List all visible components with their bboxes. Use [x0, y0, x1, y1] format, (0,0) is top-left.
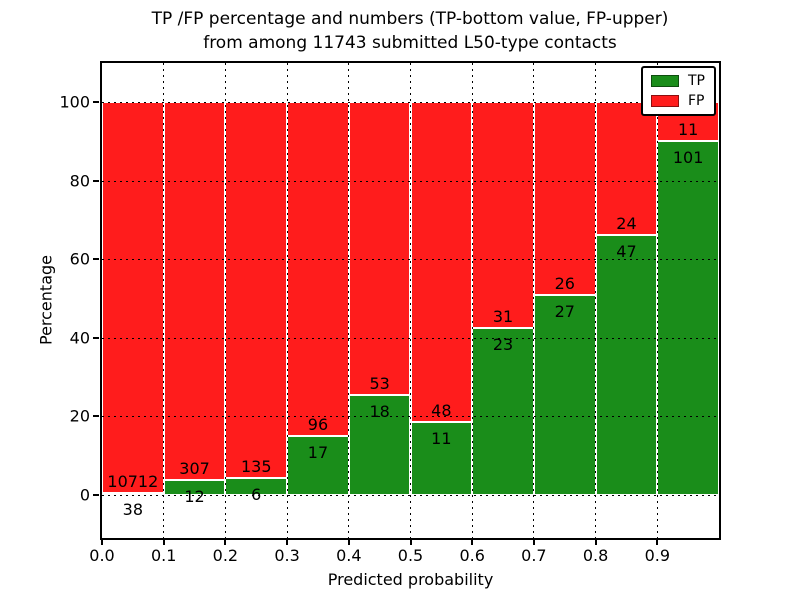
- tp-count-label: 27: [554, 301, 575, 321]
- x-tick-label: 0.1: [150, 546, 177, 565]
- x-tick-mark: [347, 540, 350, 545]
- vertical-gridline: [656, 63, 658, 538]
- fp-color-swatch: [651, 95, 679, 107]
- tp-count-label: 38: [122, 500, 144, 520]
- horizontal-gridline: [102, 337, 719, 339]
- bar-fp-segment: [595, 102, 658, 235]
- x-tick-mark: [286, 540, 289, 545]
- vertical-gridline: [286, 63, 288, 538]
- tp-count-label: 12: [184, 487, 205, 507]
- x-tick-mark: [162, 540, 165, 545]
- y-tick-label: 20: [69, 406, 90, 426]
- tp-color-swatch: [651, 75, 679, 87]
- x-tick-label: 0.5: [397, 546, 424, 565]
- x-tick-mark: [532, 540, 535, 545]
- bar-tp-segment: [410, 421, 473, 495]
- legend: TP FP: [641, 66, 716, 116]
- tp-count-label: 11: [431, 428, 452, 448]
- bar-fp-segment: [225, 102, 288, 479]
- vertical-gridline: [348, 63, 350, 538]
- bar-fp-segment: [533, 102, 596, 295]
- fp-count-label: 11: [677, 119, 699, 139]
- y-tick-label: 80: [69, 171, 90, 191]
- x-tick-label: 0.4: [336, 546, 362, 565]
- horizontal-gridline: [102, 180, 719, 182]
- horizontal-gridline: [102, 102, 719, 104]
- bar-fp-segment: [102, 102, 164, 494]
- y-tick-mark: [93, 493, 99, 496]
- tp-count-label: 17: [307, 442, 329, 462]
- x-tick-label: 0.0: [89, 546, 115, 565]
- x-tick-label: 0.6: [459, 546, 485, 565]
- vertical-gridline: [224, 63, 226, 538]
- chart-title-line2: from among 11743 submitted L50-type cont…: [203, 33, 617, 53]
- horizontal-gridline: [102, 259, 719, 261]
- fp-count-label: 96: [307, 414, 329, 434]
- horizontal-gridline: [102, 416, 719, 418]
- plot-area: 10712 38 307 12 135 6 96 17 53 18 48 11 31 23 26 27 24 47…: [100, 61, 721, 540]
- tp-count-label: 47: [616, 241, 637, 261]
- tp-count-label: 6: [251, 485, 262, 505]
- x-tick-mark: [101, 540, 103, 545]
- bars-and-grid-layer: 10712 38 307 12 135 6 96 17 53 18 48 11 31 23 26 27 24 47…: [102, 63, 719, 538]
- fp-count-label: 135: [240, 457, 272, 477]
- x-axis-label: Predicted probability: [327, 570, 494, 589]
- fp-count-label: 26: [554, 273, 575, 293]
- fp-count-label: 24: [616, 213, 637, 233]
- tp-count-label: 101: [672, 147, 704, 167]
- vertical-gridline: [595, 63, 597, 538]
- fp-count-label: 10712: [107, 472, 159, 492]
- x-tick-mark: [224, 540, 227, 545]
- vertical-gridline: [471, 63, 473, 538]
- y-tick-mark: [93, 415, 99, 418]
- y-tick-label: 60: [69, 249, 90, 269]
- bar-tp-segment: [595, 234, 658, 495]
- legend-entry-fp: FP: [651, 94, 705, 108]
- tp-count-label: 23: [492, 334, 514, 354]
- fp-count-label: 307: [179, 459, 210, 479]
- x-tick-label: 0.2: [212, 546, 239, 565]
- chart-title-line1: TP /FP percentage and numbers (TP-bottom…: [151, 9, 669, 29]
- y-tick-mark: [93, 336, 99, 339]
- y-tick-label: 40: [69, 328, 90, 348]
- x-tick-label: 0.9: [644, 546, 671, 565]
- x-tick-mark: [471, 540, 474, 545]
- bar-fp-segment: [163, 102, 226, 481]
- x-tick-mark: [656, 540, 659, 545]
- vertical-gridline: [533, 63, 535, 538]
- horizontal-gridline: [102, 494, 719, 496]
- x-tick-label: 0.3: [274, 546, 300, 565]
- chart-title: TP /FP percentage and numbers (TP-bottom…: [60, 7, 760, 55]
- vertical-gridline: [410, 63, 411, 538]
- bar-tp-segment: [657, 140, 719, 495]
- y-tick-mark: [93, 101, 99, 104]
- y-tick-label: 0: [79, 485, 90, 505]
- bar-fp-segment: [348, 102, 411, 396]
- fp-count-label: 48: [431, 400, 452, 420]
- x-tick-label: 0.7: [521, 546, 547, 565]
- fp-count-label: 31: [492, 306, 514, 326]
- x-tick-mark: [409, 540, 412, 545]
- legend-entry-tp: TP: [651, 74, 705, 88]
- tp-count-label: 18: [369, 402, 390, 422]
- bar-tp-segment: [287, 435, 349, 495]
- bar-fp-segment: [472, 102, 534, 328]
- bar-tp-segment: [348, 395, 411, 495]
- x-tick-mark: [594, 540, 597, 545]
- y-tick-mark: [93, 179, 99, 182]
- y-tick-label: 100: [59, 92, 90, 112]
- legend-label-tp: TP: [688, 73, 705, 89]
- x-tick-label: 0.8: [582, 546, 609, 565]
- fp-count-label: 53: [369, 374, 390, 394]
- bar-fp-segment: [287, 102, 349, 436]
- bar-tp-segment: [533, 294, 596, 495]
- vertical-gridline: [163, 63, 165, 538]
- bar-fp-segment: [410, 102, 473, 422]
- legend-label-fp: FP: [688, 93, 705, 109]
- y-tick-mark: [93, 258, 99, 261]
